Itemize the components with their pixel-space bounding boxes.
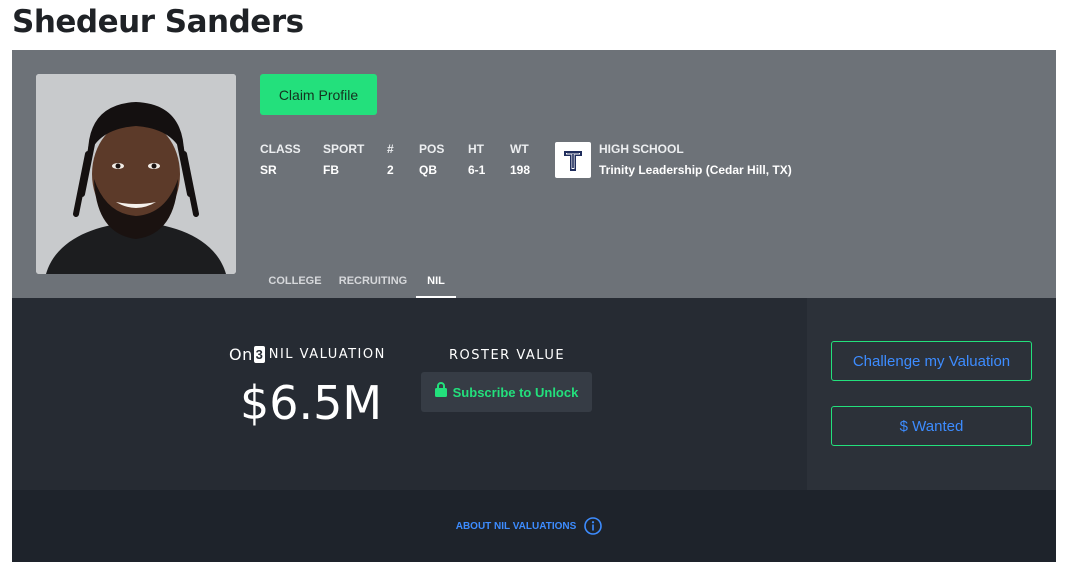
stat-label: HT <box>468 142 484 156</box>
challenge-valuation-button[interactable]: Challenge my Valuation <box>831 341 1032 381</box>
tab-nil[interactable]: NIL <box>416 268 456 298</box>
stat-value: FB <box>323 163 339 177</box>
tab-college[interactable]: COLLEGE <box>268 275 322 287</box>
wanted-button[interactable]: $ Wanted <box>831 406 1032 446</box>
valuation-actions-panel: Challenge my Valuation $ Wanted <box>807 298 1056 490</box>
stat-value: 6-1 <box>468 163 486 177</box>
stat-label: SPORT <box>323 142 365 156</box>
roster-value-label: ROSTER VALUE <box>449 348 566 363</box>
stat-value: QB <box>419 163 437 177</box>
stat-class: CLASS SR <box>260 142 301 177</box>
stat-weight: WT 198 <box>510 142 530 177</box>
player-photo <box>36 74 236 274</box>
page-title: Shedeur Sanders <box>12 4 304 40</box>
high-school-info: HIGH SCHOOL Trinity Leadership (Cedar Hi… <box>599 142 792 177</box>
subscribe-label: Subscribe to Unlock <box>452 384 579 400</box>
stat-position: POS QB <box>419 142 444 177</box>
claim-profile-button[interactable]: Claim Profile <box>260 74 377 115</box>
stat-label: # <box>387 142 394 156</box>
school-value[interactable]: Trinity Leadership (Cedar Hill, TX) <box>599 163 792 177</box>
stat-label: WT <box>510 142 529 156</box>
about-nil-label: ABOUT NIL VALUATIONS <box>455 520 577 532</box>
on3-brand: On <box>229 345 253 364</box>
nil-valuation-value: $6.5M <box>240 376 383 430</box>
stat-value: 2 <box>387 163 394 177</box>
stat-height: HT 6-1 <box>468 142 485 177</box>
on3-brand-box: 3 <box>253 346 265 363</box>
stat-label: POS <box>419 142 445 156</box>
about-nil-valuations-link[interactable]: ABOUT NIL VALUATIONS <box>12 490 1056 562</box>
stat-value: 198 <box>510 163 531 177</box>
school-label: HIGH SCHOOL <box>599 142 684 156</box>
stat-label: CLASS <box>260 142 301 156</box>
tab-recruiting[interactable]: RECRUITING <box>338 275 408 287</box>
valuation-label: NIL VALUATION <box>268 347 386 362</box>
school-logo <box>555 142 591 178</box>
stat-number: # 2 <box>387 142 394 177</box>
subscribe-unlock-button[interactable]: Subscribe to Unlock <box>421 372 592 412</box>
profile-header: Claim Profile CLASS SR SPORT FB # 2 POS … <box>12 50 1056 298</box>
lock-icon <box>434 382 447 402</box>
nil-footer: ABOUT NIL VALUATIONS <box>12 490 1056 562</box>
info-icon[interactable] <box>584 517 603 535</box>
stat-value: SR <box>260 163 277 177</box>
nil-valuation-label: On 3 NIL VALUATION <box>229 345 386 364</box>
nil-valuation-panel: On 3 NIL VALUATION $6.5M ROSTER VALUE Sub… <box>12 298 807 490</box>
stat-sport: SPORT FB <box>323 142 364 177</box>
